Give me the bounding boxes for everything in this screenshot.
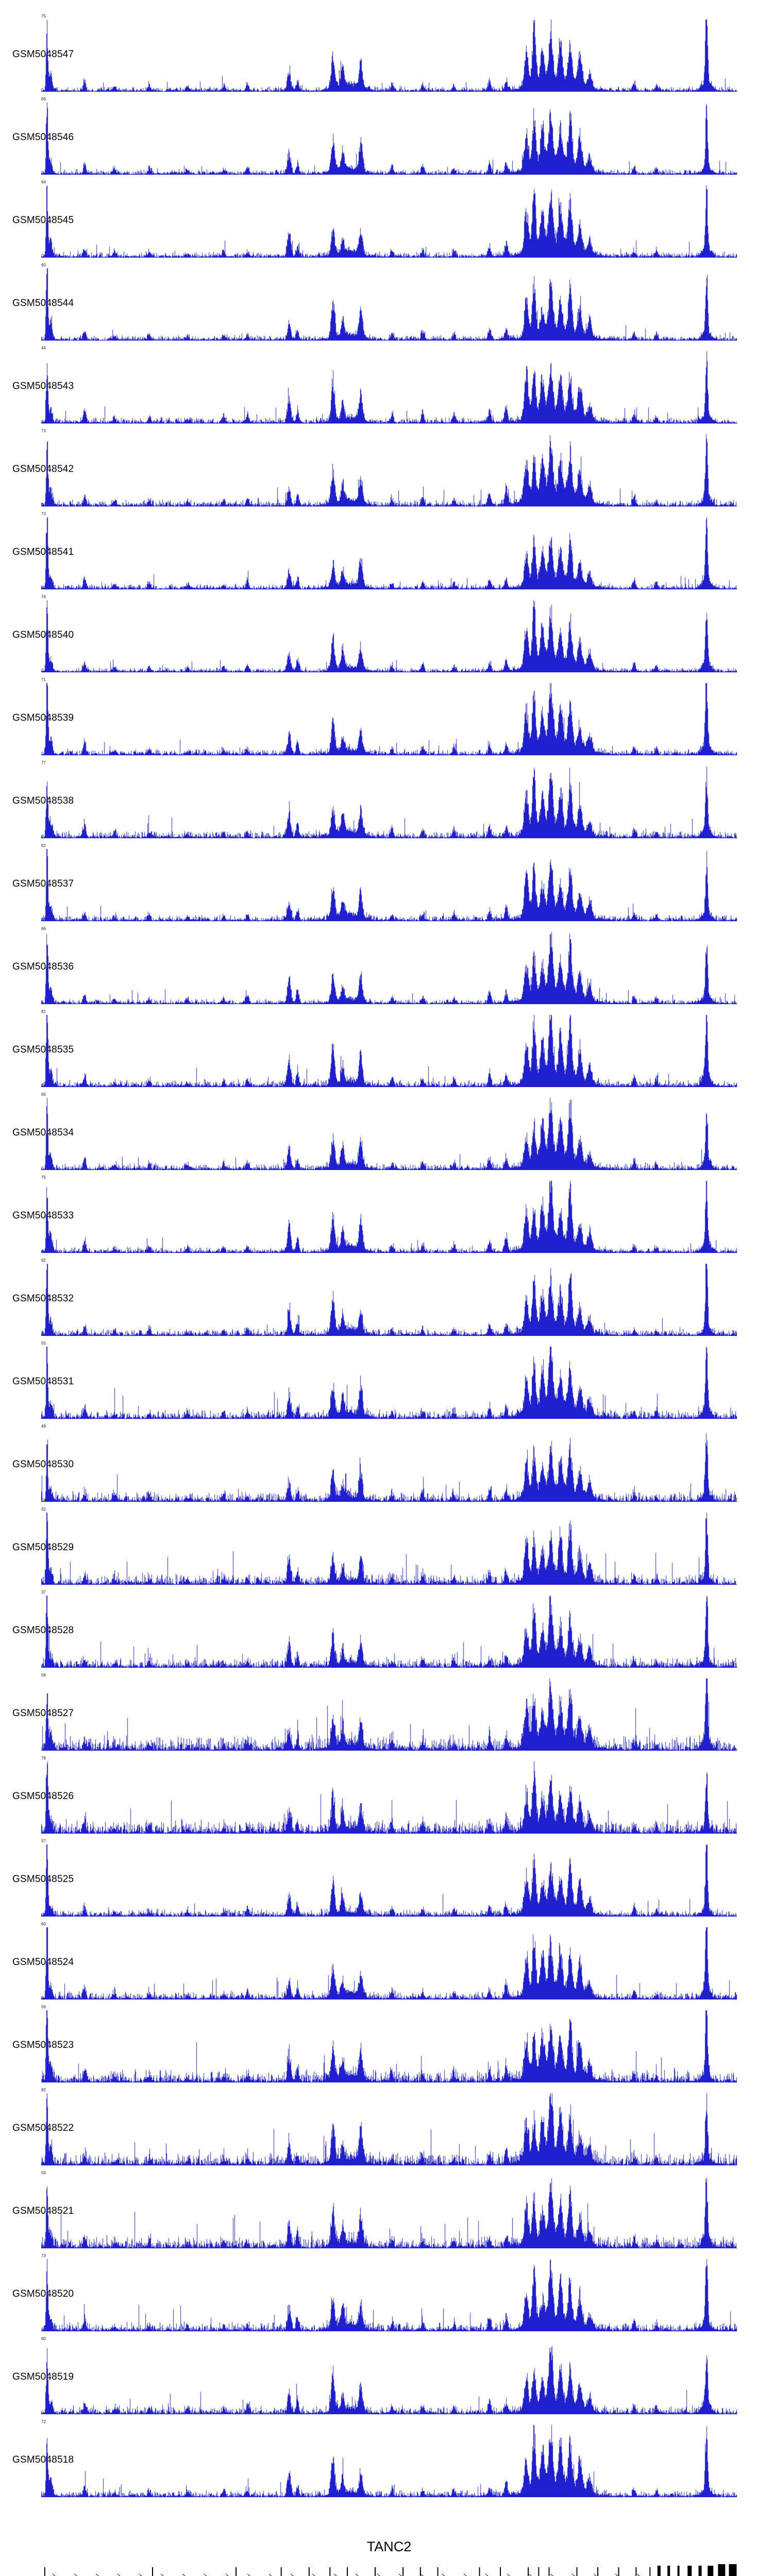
signal-track-row: GSM5048534650 [0,1091,773,1174]
coverage-signal-canvas [41,1596,737,1668]
signal-track-row: GSM5048526780 [0,1755,773,1838]
coverage-signal-canvas [41,1264,737,1336]
gene-annotation-section: TANC2 [41,2539,737,2576]
track-ymax-label: 82 [41,2088,46,2092]
coverage-signal-canvas [41,932,737,1004]
track-ymax-label: 55 [41,1341,46,1346]
signal-track-row: GSM5048546690 [0,96,773,179]
coverage-signal-canvas [41,351,737,423]
signal-track-row: GSM5048524600 [0,1921,773,2004]
coverage-signal-canvas [41,20,737,92]
track-ymax-label: 72 [41,2419,46,2424]
signal-track-row: GSM5048518720 [0,2418,773,2501]
signal-track-row: GSM5048533750 [0,1174,773,1257]
track-ymax-label: 77 [41,760,46,765]
track-ymax-label: 49 [41,1424,46,1429]
signal-track-row: GSM5048539710 [0,676,773,759]
track-ymax-label: 54 [41,2171,46,2175]
track-ymax-label: 37 [41,1590,46,1595]
signal-track-row: GSM5048521540 [0,2170,773,2252]
track-ymax-label: 74 [41,595,46,599]
track-ymax-label: 60 [41,1922,46,1926]
track-ymax-label: 56 [41,2005,46,2009]
signal-track-row: GSM5048540740 [0,594,773,676]
coverage-signal-canvas [41,2010,737,2082]
track-ymax-label: 92 [41,1258,46,1263]
signal-track-row: GSM5048543440 [0,345,773,428]
coverage-signal-canvas [41,517,737,589]
track-ymax-label: 73 [41,512,46,516]
track-ymax-label: 71 [41,677,46,682]
coverage-signal-canvas [41,2425,737,2497]
signal-track-row: GSM5048532920 [0,1257,773,1340]
track-ymax-label: 65 [41,1092,46,1097]
signal-track-row: GSM5048531550 [0,1340,773,1423]
track-ymax-label: 75 [41,1175,46,1180]
signal-track-row: GSM5048529420 [0,1506,773,1589]
coverage-signal-canvas [41,1513,737,1585]
coverage-signal-canvas [41,600,737,672]
coverage-signal-canvas [41,849,737,921]
signal-track-row: GSM5048522820 [0,2087,773,2170]
track-ymax-label: 60 [41,2336,46,2341]
track-ymax-label: 73 [41,429,46,433]
track-ymax-label: 56 [41,1673,46,1677]
track-ymax-label: 73 [41,2253,46,2258]
coverage-signal-canvas [41,766,737,838]
gene-name-label: TANC2 [366,2539,412,2554]
signal-track-row: GSM5048519600 [0,2335,773,2418]
coverage-signal-canvas [41,268,737,341]
coverage-signal-canvas [41,1761,737,1834]
signal-track-row: GSM5048520730 [0,2252,773,2335]
track-ymax-label: 42 [41,1507,46,1512]
signal-track-row: GSM5048545640 [0,179,773,262]
signal-track-row: GSM5048544600 [0,262,773,345]
track-ymax-label: 60 [41,263,46,267]
coverage-signal-canvas [41,683,737,755]
signal-track-row: GSM5048527560 [0,1672,773,1755]
coverage-signal-canvas [41,2093,737,2165]
tracks-panel: GSM5048547750GSM5048546690GSM5048545640G… [0,13,773,2501]
coverage-signal-canvas [41,1181,737,1253]
track-ymax-label: 75 [41,14,46,19]
track-ymax-label: 69 [41,97,46,101]
signal-track-row: GSM5048542730 [0,428,773,511]
coverage-signal-canvas [41,434,737,506]
coverage-signal-canvas [41,185,737,258]
coverage-signal-canvas [41,1015,737,1087]
coverage-signal-canvas [41,2342,737,2414]
signal-track-row: GSM5048535810 [0,1008,773,1091]
track-ymax-label: 44 [41,346,46,350]
coverage-signal-canvas [41,1927,737,1999]
track-ymax-label: 64 [41,180,46,184]
signal-track-row: GSM5048541730 [0,511,773,594]
gene-model-svg [44,2564,737,2576]
coverage-signal-canvas [41,2176,737,2248]
signal-track-row: GSM5048547750 [0,13,773,96]
coverage-signal-canvas [41,2259,737,2331]
coverage-signal-canvas [41,1347,737,1419]
coverage-signal-canvas [41,1430,737,1502]
signal-track-row: GSM5048536660 [0,925,773,1008]
track-ymax-label: 78 [41,1756,46,1760]
signal-track-row: GSM5048530490 [0,1423,773,1506]
track-ymax-label: 81 [41,1009,46,1014]
track-ymax-label: 57 [41,1839,46,1843]
signal-track-row: GSM5048538770 [0,759,773,842]
coverage-signal-canvas [41,1098,737,1170]
coverage-signal-canvas [41,103,737,175]
signal-track-row: GSM5048525570 [0,1838,773,1921]
signal-track-row: GSM5048537620 [0,842,773,925]
coverage-signal-canvas [41,1844,737,1917]
track-ymax-label: 66 [41,926,46,931]
signal-track-row: GSM5048523560 [0,2004,773,2087]
track-ymax-label: 62 [41,843,46,848]
signal-track-row: GSM5048528370 [0,1589,773,1672]
coverage-signal-canvas [41,1679,737,1751]
